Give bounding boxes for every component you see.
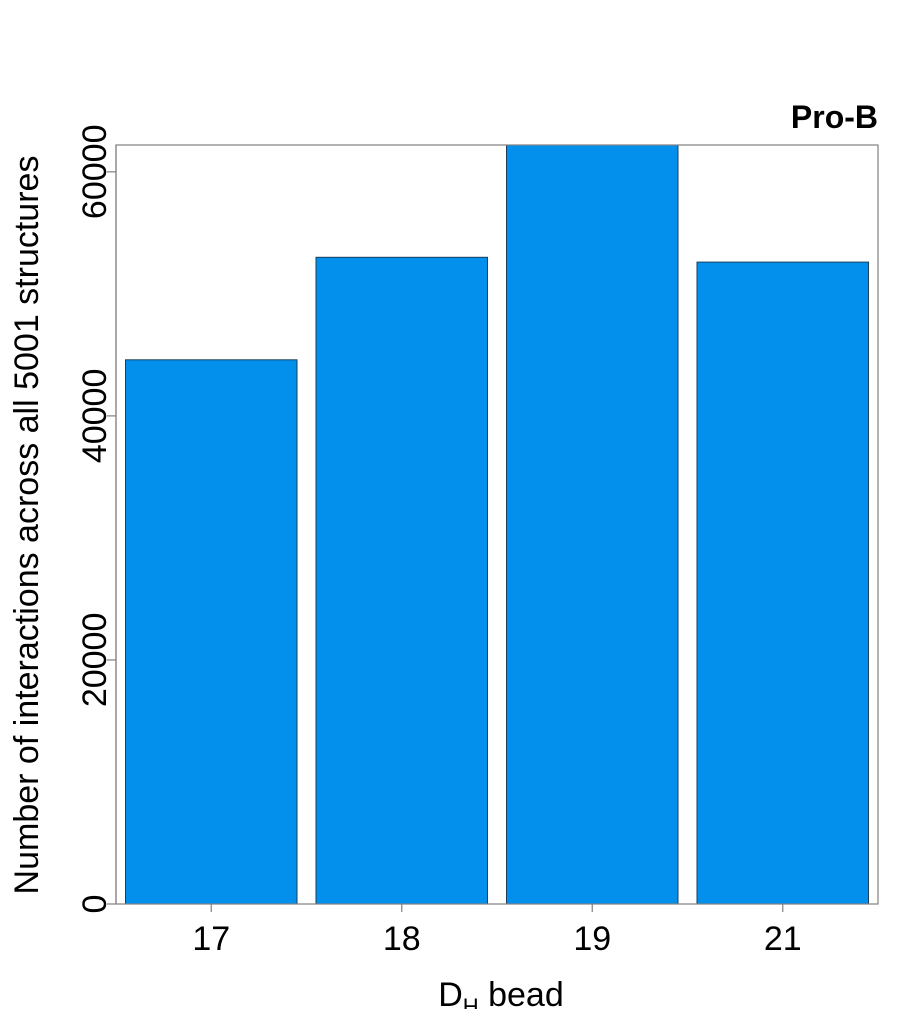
y-tick-label: 40000: [76, 369, 114, 464]
x-axis-title: DH bead: [438, 976, 564, 1009]
bar-21: [696, 261, 869, 905]
x-tick-label: 18: [383, 920, 421, 958]
bar-18: [315, 256, 488, 905]
x-tick-label: 21: [764, 920, 802, 958]
x-axis-title-subscript: H: [463, 994, 479, 1009]
bar-19: [506, 144, 679, 905]
y-tick-label: 0: [76, 895, 114, 914]
bars-group: [125, 144, 869, 905]
y-tick-label: 20000: [76, 613, 114, 708]
x-axis-title-suffix: bead: [479, 976, 564, 1009]
x-tick-label: 19: [573, 920, 611, 958]
y-axis: 0 20000 40000 60000: [76, 125, 117, 914]
y-axis-title: Number of interactions across all 5001 s…: [8, 156, 46, 895]
x-tick-label: 17: [192, 920, 230, 958]
x-axis: 17 18 19 21: [192, 904, 802, 958]
y-tick-label: 60000: [76, 125, 114, 220]
bar-17: [125, 359, 298, 905]
chart-title: Pro-B: [791, 99, 878, 135]
x-axis-title-main: D: [438, 976, 463, 1009]
